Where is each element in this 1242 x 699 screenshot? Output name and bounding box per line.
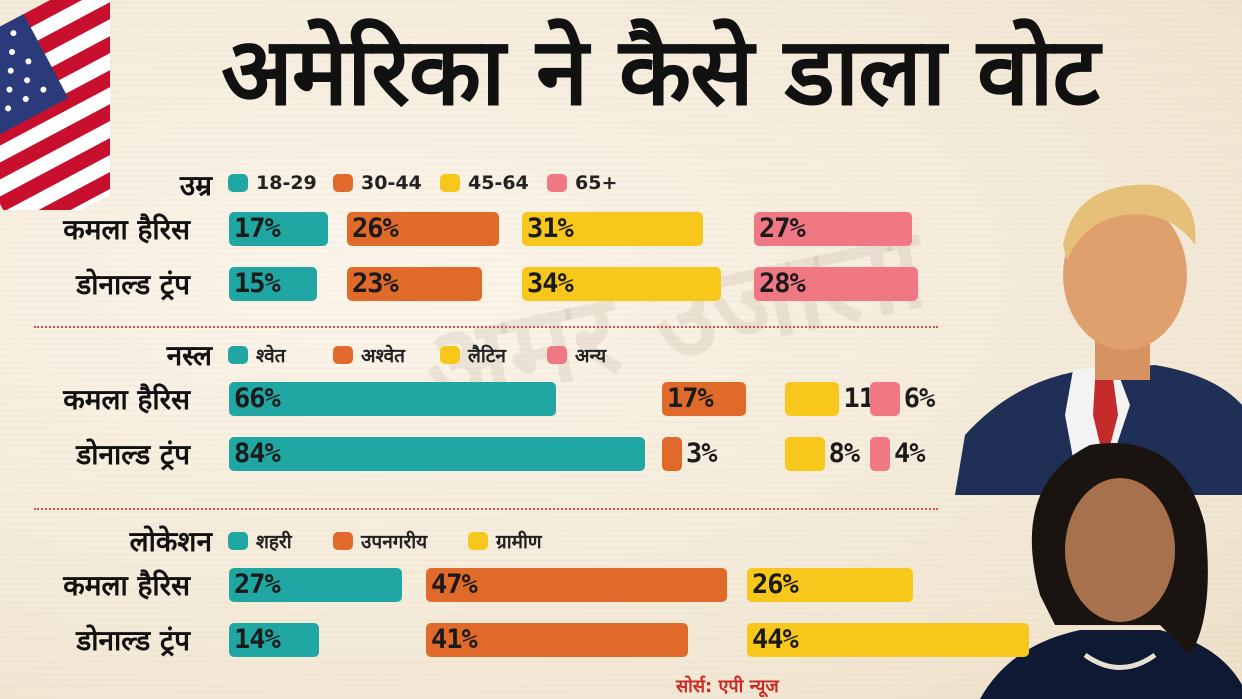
- section-divider: [34, 508, 938, 510]
- bar-value-label: 34%: [527, 268, 574, 299]
- bar: [662, 437, 682, 471]
- harris-portrait: [980, 442, 1242, 699]
- bar: [754, 212, 912, 246]
- legend-item: लैटिन: [440, 342, 506, 368]
- row-label: कमला हैरिस: [63, 383, 190, 416]
- bar: [426, 568, 727, 602]
- legend-swatch: [228, 346, 248, 364]
- bar: [426, 623, 689, 657]
- bar: [229, 267, 317, 301]
- row-label: डोनाल्ड ट्रंप: [76, 624, 190, 657]
- legend-item: 65+: [547, 172, 617, 194]
- legend-label: ग्रामीण: [496, 531, 542, 553]
- page-title: अमेरिका ने कैसे डाला वोट: [221, 18, 1100, 127]
- legend-swatch: [547, 174, 567, 192]
- legend-label: 30-44: [361, 172, 422, 194]
- us-flag-icon: [0, 0, 110, 210]
- bar: [870, 437, 890, 471]
- bar: [754, 267, 918, 301]
- bar-value-label: 23%: [352, 268, 399, 299]
- bar: [870, 382, 900, 416]
- bar-value-label: 27%: [234, 569, 281, 600]
- bar: [747, 568, 914, 602]
- bar: [522, 267, 721, 301]
- bar-value-label: 31%: [527, 213, 574, 244]
- legend-item: अन्य: [547, 342, 606, 368]
- legend-label: उपनगरीय: [361, 531, 428, 553]
- source-note: सोर्स: एपी न्यूज: [676, 676, 779, 697]
- legend-item: शहरी: [228, 528, 292, 554]
- bar: [747, 623, 1029, 657]
- row-label: डोनाल्ड ट्रंप: [76, 438, 190, 471]
- legend-swatch: [440, 346, 460, 364]
- bar: [347, 212, 500, 246]
- bar-value-label: 4%: [894, 438, 926, 469]
- legend-item: 18-29: [228, 172, 317, 194]
- legend-item: उपनगरीय: [333, 528, 427, 554]
- legend-label: अन्य: [575, 345, 607, 367]
- bar: [229, 623, 319, 657]
- section-label: लोकेशन: [129, 525, 212, 558]
- legend-label: 18-29: [256, 172, 317, 194]
- bar-value-label: 47%: [431, 569, 478, 600]
- legend-item: अश्वेत: [333, 342, 405, 368]
- trump-portrait: [955, 184, 1242, 495]
- bar-value-label: 17%: [234, 213, 281, 244]
- bar-value-label: 3%: [686, 438, 718, 469]
- bar-value-label: 6%: [903, 383, 936, 414]
- bar-value-label: 84%: [234, 438, 281, 469]
- bar: [347, 267, 482, 301]
- legend-swatch: [547, 346, 567, 364]
- bar: [229, 212, 329, 246]
- bar-value-label: 26%: [752, 569, 799, 600]
- section-label: नस्ल: [166, 339, 212, 372]
- legend-item: ग्रामीण: [468, 528, 542, 554]
- row-label: कमला हैरिस: [63, 569, 190, 602]
- bar-value-label: 15%: [234, 268, 281, 299]
- legend-label: लैटिन: [468, 345, 506, 367]
- legend-swatch: [333, 532, 353, 550]
- bar: [785, 382, 840, 416]
- section-divider: [34, 326, 938, 328]
- row-label: डोनाल्ड ट्रंप: [76, 268, 190, 301]
- bar-value-label: 8%: [828, 438, 861, 469]
- bar-value-label: 44%: [752, 624, 799, 655]
- legend-swatch: [333, 174, 353, 192]
- section-label: उम्र: [179, 169, 212, 202]
- legend-item: 45-64: [440, 172, 529, 194]
- legend-swatch: [468, 532, 488, 550]
- bar-value-label: 27%: [759, 213, 806, 244]
- row-label: कमला हैरिस: [63, 213, 190, 246]
- legend-label: अश्वेत: [361, 345, 405, 367]
- bar-value-label: 28%: [759, 268, 806, 299]
- bar: [522, 212, 704, 246]
- bar: [229, 382, 556, 416]
- legend-swatch: [228, 174, 248, 192]
- legend-swatch: [440, 174, 460, 192]
- legend-label: 65+: [575, 172, 618, 194]
- legend-label: शहरी: [256, 531, 292, 553]
- bar-value-label: 14%: [234, 624, 281, 655]
- bar-value-label: 17%: [667, 383, 714, 414]
- bar: [229, 568, 402, 602]
- bar: [229, 437, 645, 471]
- legend-swatch: [333, 346, 353, 364]
- bar: [662, 382, 747, 416]
- bar-value-label: 41%: [431, 624, 478, 655]
- legend-swatch: [228, 532, 248, 550]
- bar-value-label: 66%: [234, 383, 281, 414]
- legend-label: श्वेत: [256, 345, 286, 367]
- legend-item: श्वेत: [228, 342, 285, 368]
- bar-value-label: 26%: [352, 213, 399, 244]
- bar: [785, 437, 825, 471]
- legend-label: 45-64: [468, 172, 529, 194]
- legend-item: 30-44: [333, 172, 422, 194]
